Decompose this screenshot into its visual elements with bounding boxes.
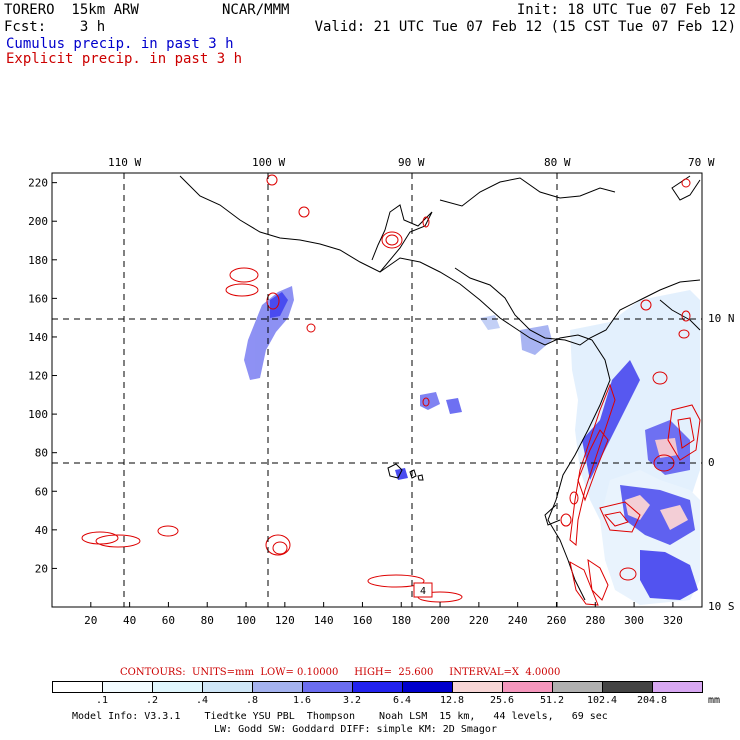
colorbar-cell bbox=[102, 681, 153, 693]
contour-label: 4 bbox=[420, 586, 426, 597]
lon-label-90w: 90 W bbox=[398, 156, 425, 169]
colorbar-cell bbox=[252, 681, 303, 693]
y-tick-label: 20 bbox=[35, 562, 48, 575]
colorbar-cell bbox=[652, 681, 703, 693]
colorbar-cell bbox=[152, 681, 203, 693]
model-title: TORERO 15km ARW bbox=[4, 2, 139, 18]
coastlines bbox=[179, 175, 701, 601]
colorbar-tick-label: 51.2 bbox=[539, 695, 565, 706]
colorbar-cell bbox=[302, 681, 353, 693]
colorbar-tick-label: 204.8 bbox=[636, 695, 668, 706]
colorbar-cell bbox=[402, 681, 453, 693]
x-tick-label: 300 bbox=[624, 614, 644, 627]
contour-info: CONTOURS: UNITS=mm LOW= 0.10000 HIGH= 25… bbox=[120, 667, 561, 678]
x-tick-label: 320 bbox=[663, 614, 683, 627]
cumulus-precip-areas bbox=[244, 286, 700, 605]
colorbar-tick-label: 25.6 bbox=[489, 695, 515, 706]
contour-label-box bbox=[413, 582, 433, 598]
y-tick-label: 120 bbox=[28, 370, 48, 383]
y-tick-label: 140 bbox=[28, 331, 48, 344]
colorbar-cell bbox=[552, 681, 603, 693]
init-time: Init: 18 UTC Tue 07 Feb 12 bbox=[516, 2, 736, 18]
x-tick-label: 120 bbox=[275, 614, 295, 627]
y-tick-label: 180 bbox=[28, 254, 48, 267]
center-title: NCAR/MMM bbox=[222, 2, 290, 18]
x-tick-label: 160 bbox=[353, 614, 373, 627]
colorbar-cell bbox=[202, 681, 253, 693]
x-tick-label: 220 bbox=[469, 614, 489, 627]
y-tick-label: 60 bbox=[35, 485, 48, 498]
lat-label-0: 0 bbox=[708, 456, 715, 469]
x-tick-label: 180 bbox=[391, 614, 411, 627]
lon-label-80w: 80 W bbox=[544, 156, 571, 169]
y-tick-label: 220 bbox=[28, 177, 48, 190]
lon-label-70w: 70 W bbox=[688, 156, 715, 169]
colorbar-cell bbox=[452, 681, 503, 693]
model-info: Model Info: V3.3.1 Tiedtke YSU PBL Thomp… bbox=[72, 711, 608, 722]
colorbar-cell bbox=[502, 681, 553, 693]
x-tick-label: 100 bbox=[236, 614, 256, 627]
lon-label-100w: 100 W bbox=[252, 156, 286, 169]
colorbar-tick-label: 6.4 bbox=[392, 695, 412, 706]
x-tick-label: 80 bbox=[201, 614, 214, 627]
map-frame bbox=[51, 172, 703, 608]
y-tick-label: 80 bbox=[35, 447, 48, 460]
x-tick-label: 240 bbox=[508, 614, 528, 627]
forecast-hour: Fcst: 3 h bbox=[4, 19, 106, 35]
colorbar-tick-label: 102.4 bbox=[586, 695, 618, 706]
colorbar-cell bbox=[602, 681, 653, 693]
x-tick-label: 280 bbox=[585, 614, 605, 627]
colorbar-tick-label: 3.2 bbox=[342, 695, 362, 706]
lat-label-10n: 10 N bbox=[708, 312, 735, 325]
colorbar-tick-label: .2 bbox=[145, 695, 159, 706]
y-tick-label: 100 bbox=[28, 408, 48, 421]
x-tick-label: 60 bbox=[162, 614, 175, 627]
valid-time: Valid: 21 UTC Tue 07 Feb 12 (15 CST Tue … bbox=[314, 19, 736, 35]
colorbar-cell bbox=[352, 681, 403, 693]
lat-label-10s: 10 S bbox=[708, 600, 735, 613]
colorbar-unit: mm bbox=[708, 695, 721, 706]
x-tick-label: 260 bbox=[547, 614, 567, 627]
explicit-legend: Explicit precip. in past 3 h bbox=[6, 51, 243, 67]
colorbar-tick-label: .4 bbox=[195, 695, 209, 706]
x-tick-label: 40 bbox=[123, 614, 136, 627]
colorbar-tick-label: .8 bbox=[245, 695, 259, 706]
colorbar-cell bbox=[52, 681, 103, 693]
x-tick-label: 200 bbox=[430, 614, 450, 627]
y-tick-label: 160 bbox=[28, 292, 48, 305]
graticule bbox=[52, 173, 702, 607]
axis-ticks: 20 40 60 80 100 120 140 160 180 200 220 240 260 280 30… bbox=[28, 177, 683, 627]
colorbar-tick-label: 12.8 bbox=[439, 695, 465, 706]
y-tick-label: 200 bbox=[28, 215, 48, 228]
cumulus-legend: Cumulus precip. in past 3 h bbox=[6, 36, 234, 52]
explicit-precip-contours bbox=[81, 174, 701, 606]
x-tick-label: 140 bbox=[314, 614, 334, 627]
x-tick-label: 20 bbox=[84, 614, 97, 627]
y-tick-label: 40 bbox=[35, 524, 48, 537]
model-info-physics: LW: Godd SW: Goddard DIFF: simple KM: 2D… bbox=[214, 724, 497, 735]
lon-label-110w: 110 W bbox=[108, 156, 142, 169]
colorbar-tick-label: .1 bbox=[95, 695, 109, 706]
colorbar-tick-label: 1.6 bbox=[292, 695, 312, 706]
